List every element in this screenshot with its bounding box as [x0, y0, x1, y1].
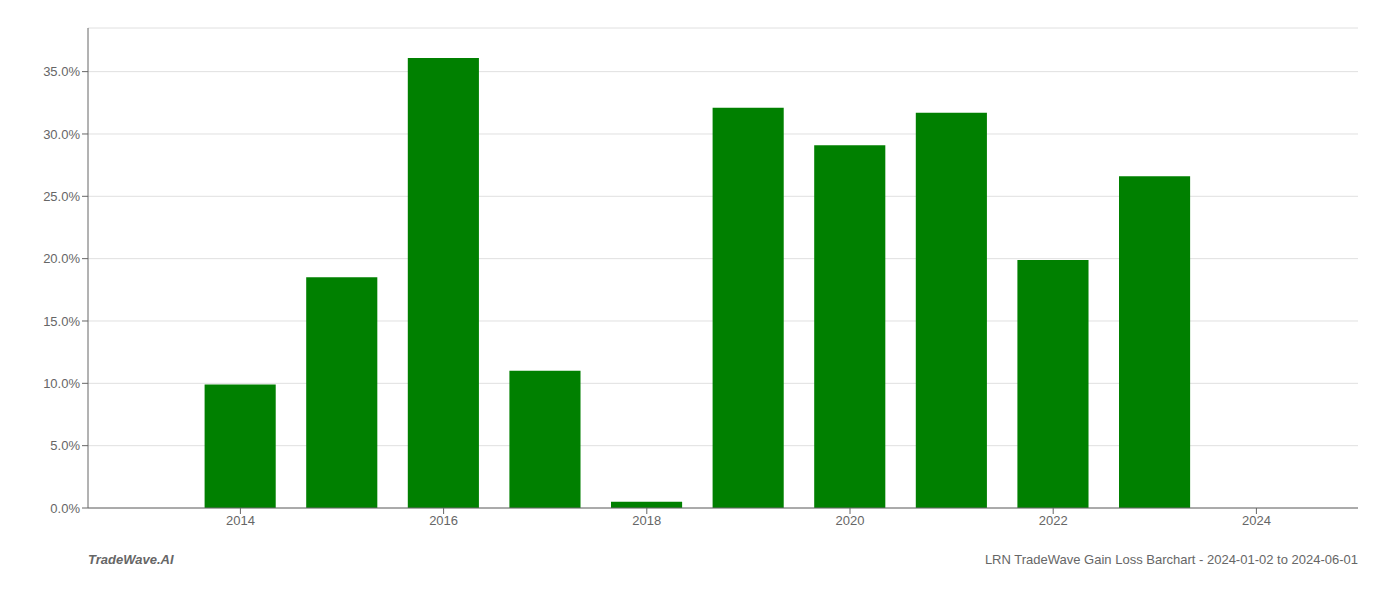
svg-text:15.0%: 15.0% — [43, 314, 80, 329]
svg-text:5.0%: 5.0% — [50, 438, 80, 453]
svg-text:2022: 2022 — [1039, 513, 1068, 528]
svg-text:0.0%: 0.0% — [50, 501, 80, 516]
svg-text:2020: 2020 — [836, 513, 865, 528]
html-text:LRN TradeWave Gain Loss Barcha: LRN TradeWave Gain Loss Barchart - 2024-… — [984, 552, 1358, 567]
svg-text:2024: 2024 — [1242, 513, 1271, 528]
svg-text:30.0%: 30.0% — [43, 127, 80, 142]
svg-text:25.0%: 25.0% — [43, 189, 80, 204]
html-text:TradeWave.AI: TradeWave.AI — [88, 552, 174, 567]
svg-text:2014: 2014 — [226, 513, 255, 528]
svg-text:2018: 2018 — [632, 513, 661, 528]
svg-text:20.0%: 20.0% — [43, 251, 80, 266]
svg-text:35.0%: 35.0% — [43, 64, 80, 79]
svg-text:10.0%: 10.0% — [43, 376, 80, 391]
svg-text:2016: 2016 — [429, 513, 458, 528]
